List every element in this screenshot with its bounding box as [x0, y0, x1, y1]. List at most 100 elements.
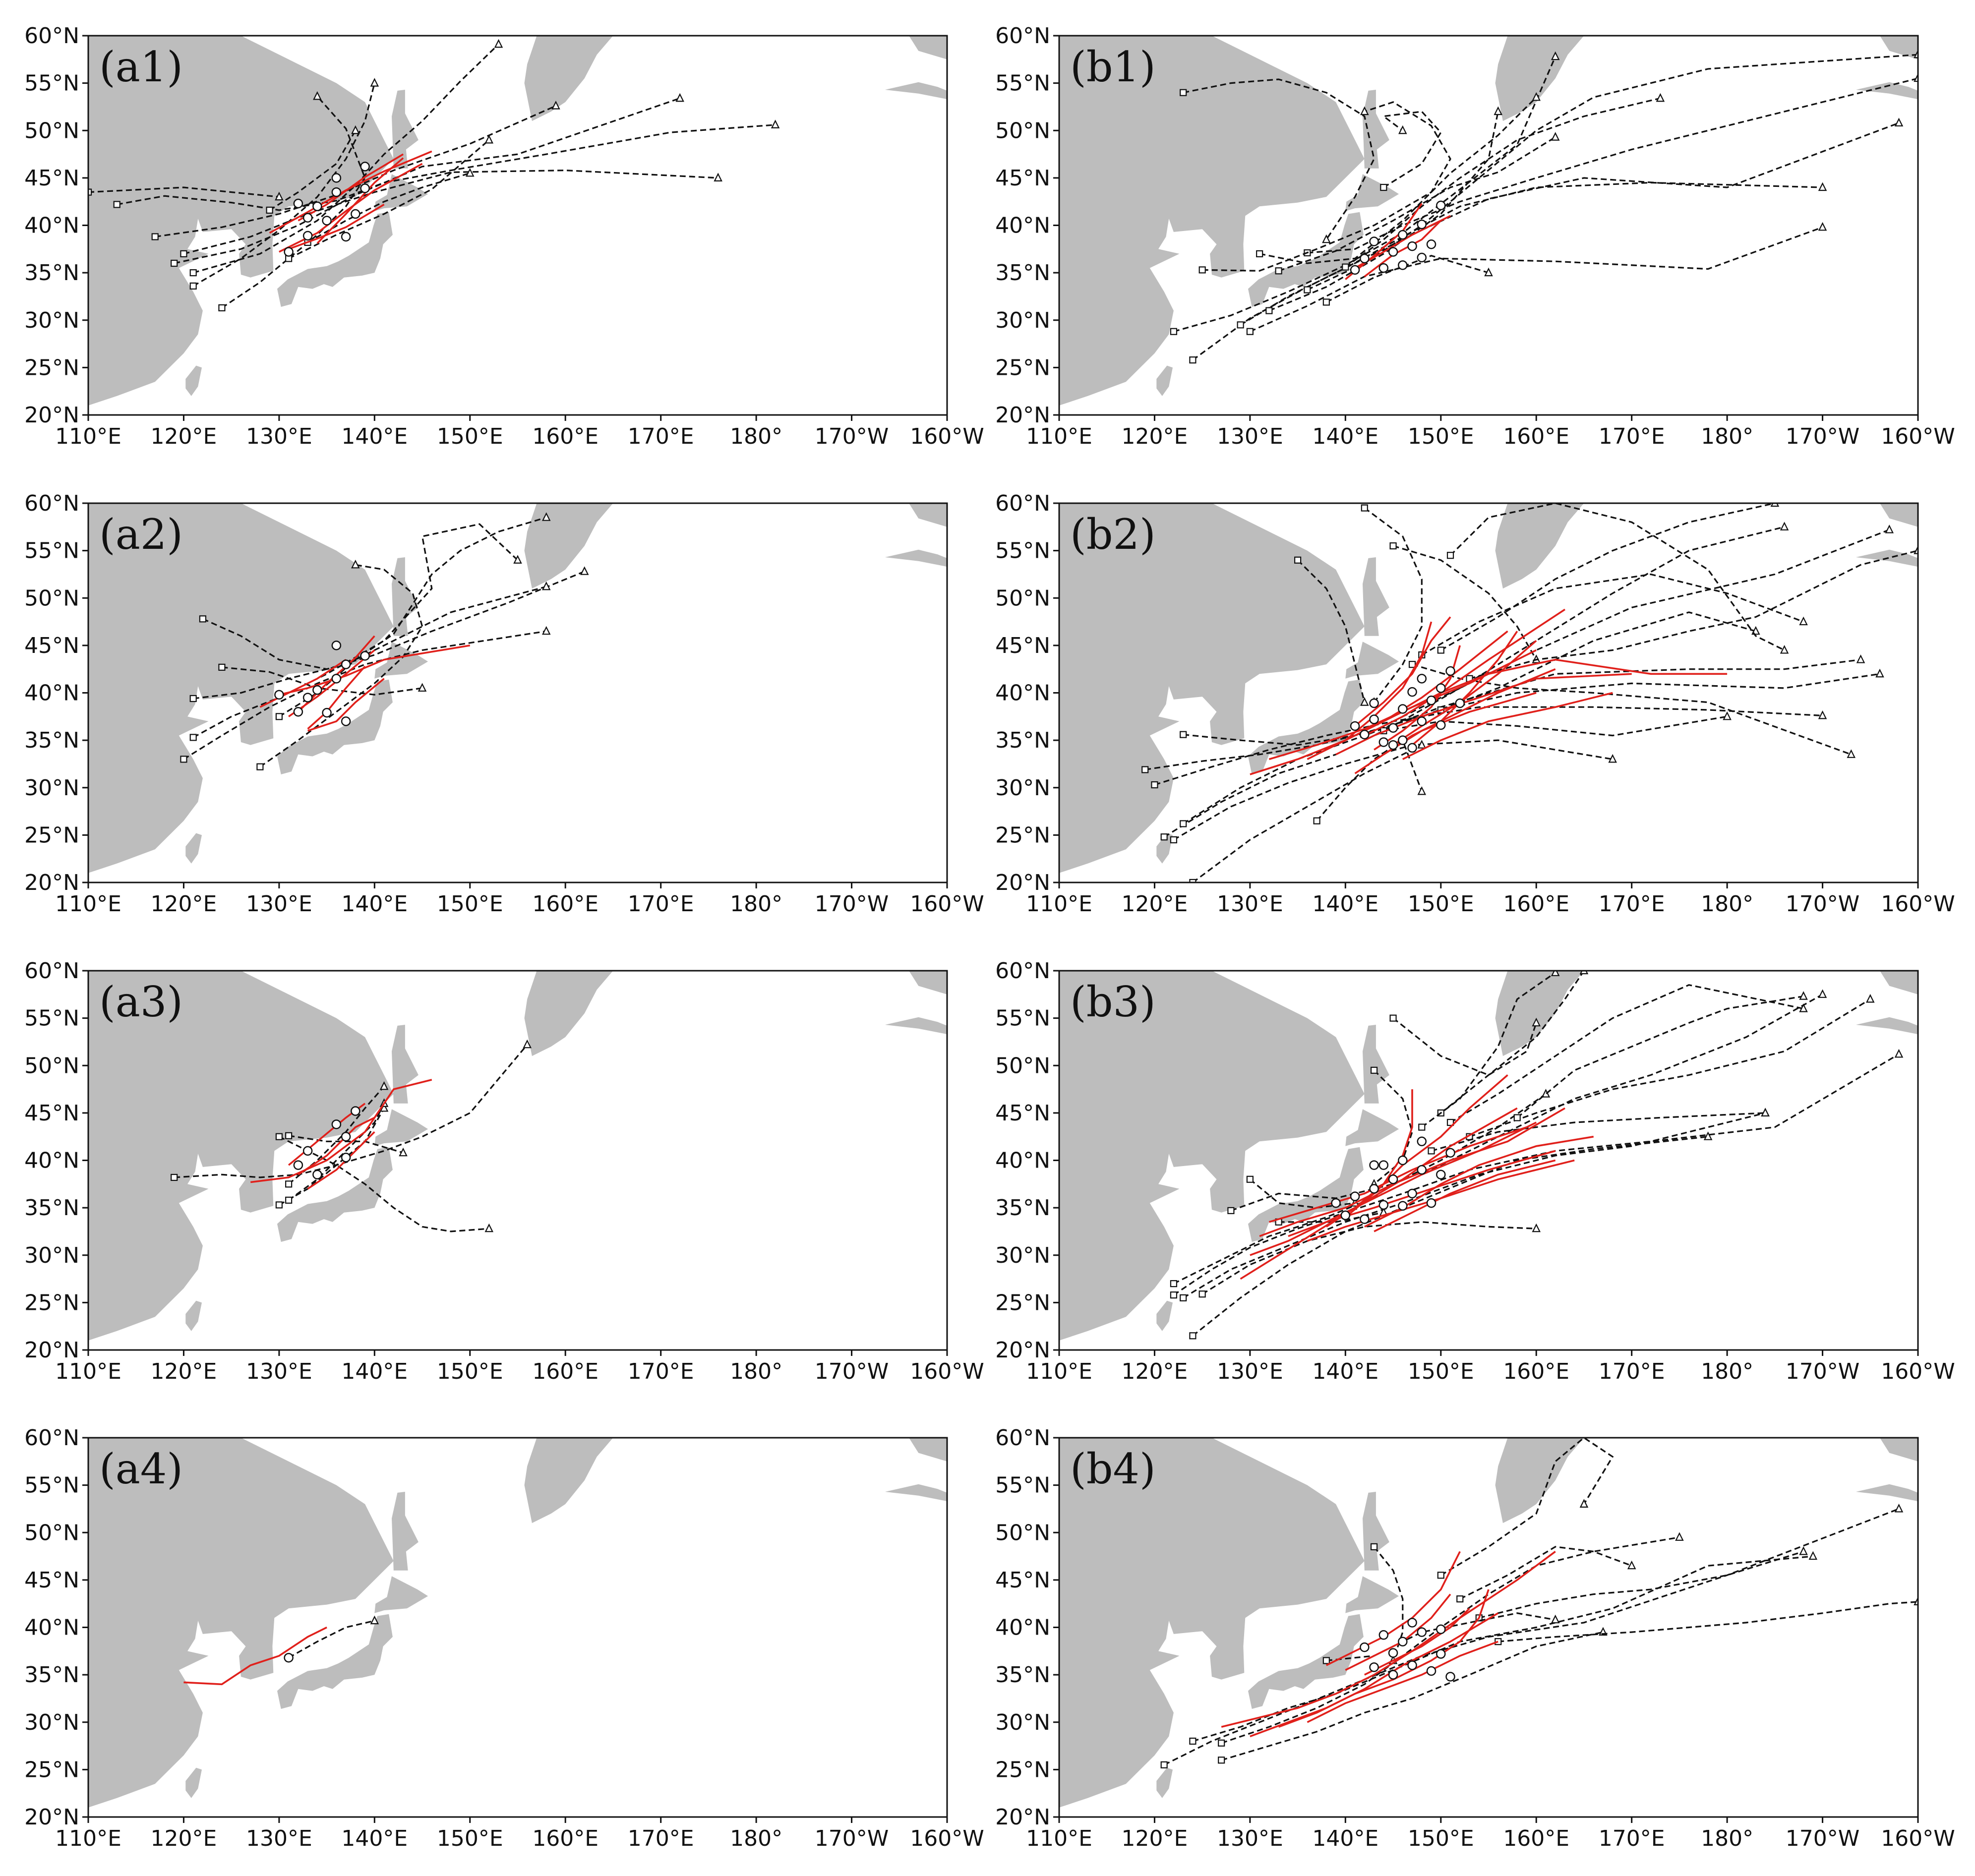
track-circle-marker [1378, 1200, 1389, 1210]
track-circle-marker [1360, 729, 1370, 740]
storm-track-dashed [1440, 1438, 1614, 1576]
x-tick-label: 110°E [1026, 891, 1092, 917]
x-tick-label: 110°E [1026, 1359, 1092, 1384]
track-circle-marker [1360, 1214, 1370, 1224]
track-end-triangle-marker [1761, 1108, 1770, 1116]
x-tick-label: 140°E [341, 1359, 408, 1384]
y-tick-label: 55°N [995, 538, 1050, 564]
landmass [392, 557, 419, 636]
x-tick-label: 160°W [910, 1359, 984, 1384]
storm-track-dashed [1440, 673, 1880, 711]
track-circle-marker [1369, 236, 1379, 246]
panel-label: (b2) [1070, 510, 1156, 559]
storm-track-highlight [1325, 1089, 1413, 1228]
storm-track-dashed [1202, 101, 1451, 272]
x-tick-label: 160°E [532, 891, 598, 917]
storm-track-dashed [1449, 503, 1785, 651]
track-circle-marker [274, 690, 284, 700]
x-tick-label: 170°E [628, 1359, 694, 1384]
landmass [1248, 1614, 1364, 1709]
track-circle-marker [1369, 714, 1379, 724]
track-start-square-marker [189, 282, 197, 290]
landmass [885, 549, 947, 567]
landmass [277, 1147, 393, 1242]
landmass [1059, 971, 1365, 1341]
x-tick-label: 140°E [341, 1826, 408, 1851]
storm-track-highlight [183, 1626, 327, 1686]
storm-track-dashed [1421, 972, 1556, 1128]
landmass [909, 971, 947, 995]
landmass [1363, 1025, 1389, 1104]
track-start-square-marker [1160, 833, 1168, 841]
x-tick-label: 110°E [1026, 424, 1092, 449]
track-end-triangle-marker [1799, 991, 1808, 1000]
y-tick-label: 20°N [24, 403, 79, 428]
track-circle-marker [351, 209, 360, 219]
track-circle-marker [1436, 200, 1446, 211]
track-end-triangle-marker [351, 559, 360, 569]
track-end-triangle-marker [1360, 697, 1369, 706]
panel-label: (a1) [99, 43, 183, 91]
landmass [392, 1492, 419, 1571]
panel-label: (b4) [1070, 1445, 1156, 1493]
panel-label: (b1) [1070, 43, 1156, 91]
track-end-triangle-marker [484, 1223, 494, 1232]
y-tick-label: 30°N [995, 308, 1050, 333]
storm-track-highlight [1288, 1150, 1556, 1237]
track-circle-marker [1407, 241, 1417, 251]
track-circle-marker [331, 173, 342, 183]
track-end-triangle-marker [1780, 522, 1789, 530]
storm-track-highlight [1345, 621, 1433, 741]
storm-track-dashed [183, 169, 718, 255]
storm-track-highlight [259, 659, 347, 708]
track-circle-marker [1445, 666, 1455, 676]
y-tick-label: 30°N [24, 775, 79, 801]
track-start-square-marker [151, 233, 159, 240]
y-tick-label: 45°N [995, 633, 1050, 658]
y-tick-label: 35°N [24, 1195, 79, 1221]
y-tick-label: 30°N [24, 1710, 79, 1735]
track-end-triangle-marker [1551, 971, 1560, 976]
x-tick-label: 160°E [1503, 1826, 1569, 1851]
x-tick-label: 170°E [1599, 424, 1665, 449]
track-start-square-marker [1446, 552, 1454, 559]
y-tick-label: 45°N [24, 1568, 79, 1593]
map-panel-a1: 60°N 55°N 50°N 45°N 40°N 35°N 30°N 25°N 20°N110°… [24, 23, 984, 449]
landmass [1156, 1300, 1173, 1331]
landmass [1059, 1438, 1365, 1808]
landmass [1059, 36, 1365, 406]
track-start-square-marker [1304, 286, 1311, 293]
y-tick-label: 50°N [995, 118, 1050, 143]
x-tick-label: 150°E [1408, 891, 1474, 917]
track-end-triangle-marker [1894, 1049, 1904, 1058]
track-start-square-marker [1246, 328, 1254, 335]
track-circle-marker [1360, 1642, 1370, 1652]
track-end-triangle-marker [275, 191, 284, 201]
y-tick-label: 60°N [24, 491, 79, 516]
y-tick-label: 50°N [995, 1520, 1050, 1545]
y-tick-label: 45°N [24, 633, 79, 658]
landmass [1345, 1576, 1399, 1613]
x-tick-label: 130°E [246, 424, 312, 449]
landmass [277, 212, 393, 307]
y-tick-label: 55°N [24, 1006, 79, 1031]
landmass [1495, 1438, 1584, 1524]
track-end-triangle-marker [1914, 545, 1918, 554]
track-start-square-marker [1294, 556, 1302, 564]
track-circle-marker [341, 659, 351, 669]
storm-track-highlight [1335, 673, 1632, 756]
track-end-triangle-marker [1723, 711, 1732, 720]
landmass [885, 1017, 947, 1035]
track-circle-marker [1417, 252, 1427, 263]
track-start-square-marker [1218, 1739, 1225, 1747]
y-tick-label: 35°N [995, 1195, 1050, 1221]
track-end-triangle-marker [1494, 106, 1503, 116]
x-tick-label: 140°E [341, 891, 408, 917]
track-start-square-marker [1370, 1066, 1378, 1074]
track-circle-marker [1398, 1155, 1408, 1166]
track-start-square-marker [1170, 328, 1178, 335]
track-circle-marker [1360, 253, 1370, 264]
track-circle-marker [1350, 265, 1360, 275]
x-tick-label: 170°W [1786, 1359, 1860, 1384]
track-start-square-marker [1160, 1761, 1168, 1768]
